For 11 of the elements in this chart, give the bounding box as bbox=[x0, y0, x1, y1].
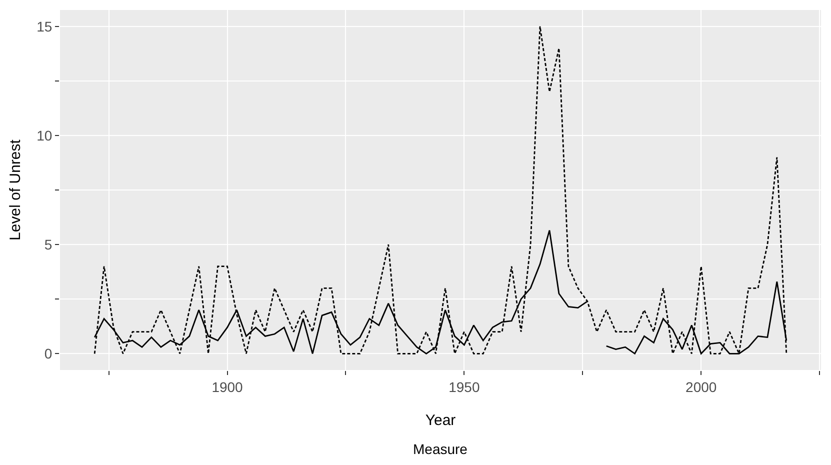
x-axis-title: Year bbox=[425, 412, 456, 429]
x-tick-label: 2000 bbox=[686, 378, 717, 395]
x-tick-label: 1900 bbox=[212, 378, 244, 395]
y-axis-title: Level of Unrest bbox=[7, 138, 24, 240]
y-tick-label: 10 bbox=[36, 127, 52, 144]
y-tick-label: 5 bbox=[44, 236, 52, 252]
y-tick-label: 0 bbox=[44, 346, 52, 362]
line-series bbox=[94, 26, 788, 354]
y-tick-label: 15 bbox=[36, 18, 52, 34]
text: Measure bbox=[413, 441, 468, 457]
x-tick-label: 1950 bbox=[448, 378, 480, 395]
